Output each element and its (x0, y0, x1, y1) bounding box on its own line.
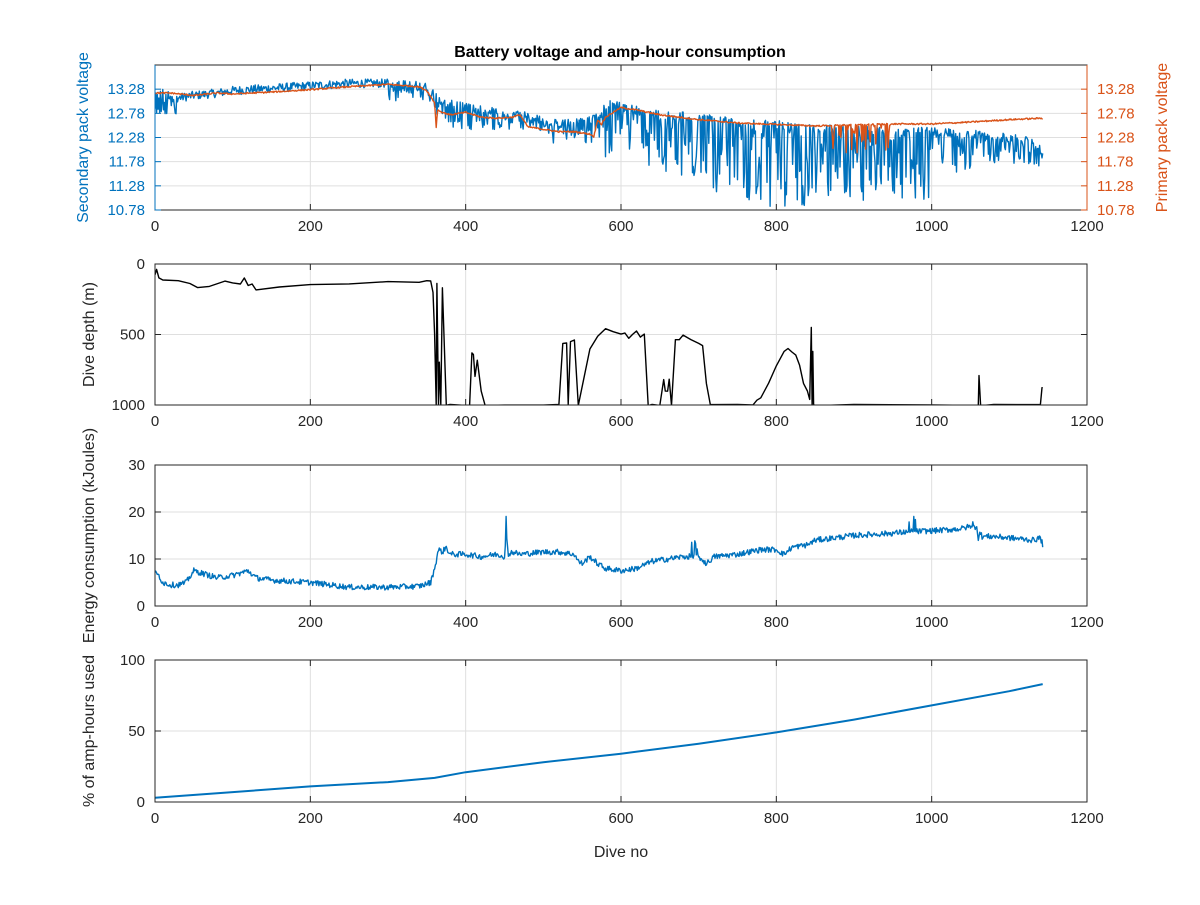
y-tick-label: 30 (128, 457, 145, 474)
x-tick-label: 800 (764, 218, 789, 235)
y-tick-label: 11.28 (109, 178, 145, 195)
x-tick-label: 0 (151, 810, 159, 827)
x-tick-label: 1200 (1070, 218, 1103, 235)
x-tick-label: 200 (298, 413, 323, 430)
series-group (155, 78, 1044, 207)
x-tick-label: 0 (151, 218, 159, 235)
y-axis-label: % of amp-hours used (81, 655, 98, 807)
series-line-voltage-1 (155, 83, 1043, 154)
y-tick-label-right: 12.28 (1097, 130, 1135, 147)
x-tick-label: 0 (151, 413, 159, 430)
x-tick-label: 1200 (1070, 810, 1103, 827)
y-axis-label: Energy consumption (kJoules) (81, 428, 98, 643)
y-tick-label: 12.28 (107, 130, 145, 147)
y-tick-label: 10.78 (107, 202, 145, 219)
y-axis-label: Dive depth (m) (81, 282, 98, 387)
y-tick-label-right: 11.78 (1097, 154, 1133, 171)
x-tick-label: 1200 (1070, 413, 1103, 430)
x-tick-label: 600 (608, 614, 633, 631)
y-tick-label: 12.78 (107, 105, 145, 122)
y-tick-label-right: 12.78 (1097, 105, 1135, 122)
y-tick-label: 13.28 (107, 81, 145, 98)
x-axis-label: Dive no (594, 844, 648, 861)
series-group (155, 268, 1044, 405)
x-tick-label: 1000 (915, 218, 948, 235)
plots-group: 0 200 400 600 800 1000 120010.7811.2811.7812.2… (75, 52, 1171, 861)
x-tick-label: 1000 (915, 614, 948, 631)
x-tick-label: 600 (608, 413, 633, 430)
chart-depth: 0 200 400 600 800 1000 1200 0 500 1000 Dive depth … (81, 256, 1104, 430)
series-line-energy-0 (155, 515, 1044, 591)
y-tick-label: 50 (128, 723, 145, 740)
chart-voltage: 0 200 400 600 800 1000 120010.7811.2811.7812.2… (75, 52, 1171, 235)
x-tick-label: 400 (453, 810, 478, 827)
figure-title: Battery voltage and amp-hour consumption (454, 44, 786, 61)
x-tick-label: 200 (298, 614, 323, 631)
x-tick-label: 600 (608, 810, 633, 827)
x-tick-label: 1000 (915, 810, 948, 827)
x-tick-label: 0 (151, 614, 159, 631)
x-tick-label: 1200 (1070, 614, 1103, 631)
y-tick-label: 11.78 (109, 154, 145, 171)
x-tick-label: 400 (453, 413, 478, 430)
y-axis-label-right: Primary pack voltage (1154, 63, 1171, 212)
y-tick-label: 100 (120, 652, 145, 669)
y-tick-label-right: 13.28 (1097, 81, 1135, 98)
y-tick-label: 1000 (112, 397, 145, 414)
x-tick-label: 400 (453, 218, 478, 235)
y-tick-label: 10 (128, 551, 145, 568)
y-tick-label-right: 10.78 (1097, 202, 1135, 219)
y-axis-label: Secondary pack voltage (75, 52, 92, 223)
y-tick-label: 0 (137, 256, 145, 273)
series-line-voltage-0 (155, 78, 1044, 207)
x-tick-label: 200 (298, 218, 323, 235)
series-line-depth-0 (155, 268, 1044, 405)
x-tick-label: 600 (608, 218, 633, 235)
y-tick-label: 0 (137, 598, 145, 615)
series-group (155, 683, 1043, 799)
y-tick-label-right: 11.28 (1097, 178, 1133, 195)
x-tick-label: 1000 (915, 413, 948, 430)
x-tick-label: 400 (453, 614, 478, 631)
x-tick-label: 200 (298, 810, 323, 827)
x-tick-label: 800 (764, 614, 789, 631)
y-tick-label: 20 (128, 504, 145, 521)
x-tick-label: 800 (764, 810, 789, 827)
x-tick-label: 800 (764, 413, 789, 430)
chart-amphours: 0 200 400 600 800 1000 1200 0 50 100 % of amp-hour… (81, 652, 1104, 861)
series-group (155, 515, 1044, 591)
y-tick-label: 0 (137, 794, 145, 811)
y-tick-label: 500 (120, 327, 145, 344)
series-line-amphours-0 (155, 683, 1043, 799)
chart-energy: 0 200 400 600 800 1000 1200 0 10 20 30 Energy consu… (81, 428, 1104, 643)
